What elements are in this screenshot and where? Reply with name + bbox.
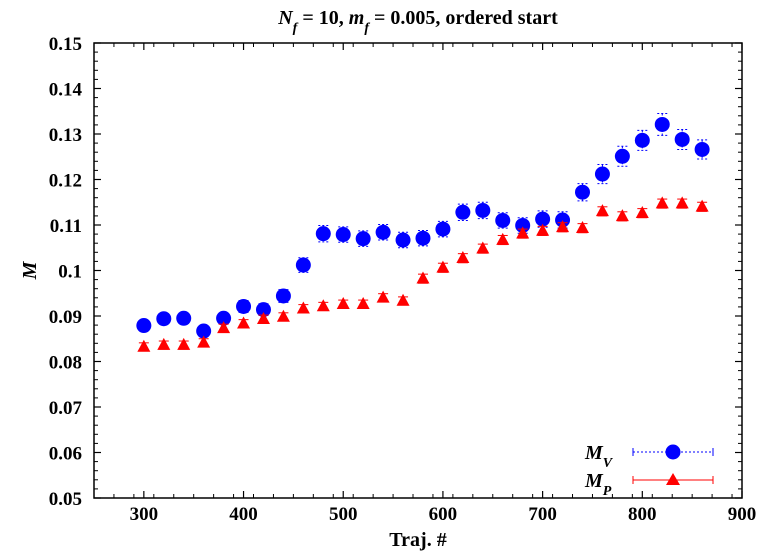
data-point-v [216,310,232,326]
y-tick-label: 0.14 [49,80,83,101]
data-point-v [614,148,630,164]
x-tick-label: 900 [728,504,757,525]
data-point-p [177,337,191,350]
legend-marker-p [666,473,680,485]
chart-title: Nf = 10, mf = 0.005, ordered start [277,7,558,36]
data-point-v [435,221,451,237]
data-point-p [655,196,669,209]
data-point-p [276,309,290,322]
data-point-v [594,166,610,182]
data-point-p [615,209,629,222]
data-point-p [197,335,211,348]
data-point-v [495,212,511,228]
y-tick-label: 0.11 [50,216,82,237]
data-point-p [316,299,330,312]
data-point-v [395,232,411,248]
data-point-p [217,321,231,334]
data-point-p [635,205,649,218]
data-point-p [575,220,589,233]
data-point-v [555,212,571,228]
data-point-v [375,224,391,240]
data-point-v [574,184,590,200]
data-point-v [236,298,252,314]
y-tick-label: 0.13 [49,125,82,146]
data-point-p [376,290,390,303]
x-tick-label: 400 [229,504,258,525]
data-point-p [256,311,270,324]
x-tick-label: 500 [329,504,358,525]
data-point-v [415,230,431,246]
data-point-p [396,293,410,306]
data-point-v [295,257,311,273]
data-point-v [654,116,670,132]
data-point-v [455,204,471,220]
data-point-p [456,251,470,264]
data-point-v [315,226,331,242]
x-tick-label: 700 [528,504,557,525]
legend-label-v: MV [584,442,614,471]
data-point-v [475,202,491,218]
data-point-p [675,196,689,209]
data-point-v [136,318,152,334]
data-point-p [496,232,510,245]
data-point-v [196,323,212,339]
data-point-v [634,132,650,148]
y-tick-label: 0.1 [58,262,82,283]
data-point-v [694,141,710,157]
y-tick-label: 0.06 [49,444,82,465]
data-point-p [296,301,310,314]
data-point-p [356,296,370,309]
y-tick-label: 0.12 [49,171,82,192]
data-point-p [595,204,609,217]
data-point-v [275,288,291,304]
data-point-v [176,310,192,326]
data-point-p [695,199,709,212]
data-point-v [674,131,690,147]
data-point-p [516,226,530,239]
x-tick-label: 800 [628,504,657,525]
data-point-v [335,227,351,243]
data-point-v [156,311,172,327]
data-point-p [436,260,450,273]
plot-frame [93,42,743,499]
x-axis-title: Traj. # [389,529,446,551]
y-tick-label: 0.07 [49,398,83,419]
data-point-v [255,302,271,318]
data-point-p [157,337,171,350]
legend-label-p: MP [584,470,612,499]
y-tick-label: 0.09 [49,307,82,328]
data-point-p [137,339,151,352]
legend-marker-v [665,444,681,460]
data-point-v [535,211,551,227]
y-axis-title: M [19,260,41,280]
y-tick-label: 0.15 [49,34,82,55]
y-tick-label: 0.05 [49,489,82,510]
data-point-p [336,296,350,309]
data-point-p [556,220,570,233]
y-tick-label: 0.08 [49,353,82,374]
x-tick-label: 300 [130,504,159,525]
data-point-p [536,223,550,236]
x-tick-label: 600 [429,504,458,525]
data-point-p [237,316,251,329]
data-point-p [476,241,490,254]
data-point-p [416,271,430,284]
data-point-v [355,231,371,247]
